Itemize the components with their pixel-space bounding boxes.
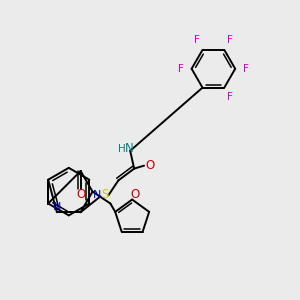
Text: O: O [130,188,140,201]
Text: F: F [243,64,249,74]
Text: S: S [102,188,109,201]
Text: F: F [227,92,233,102]
Text: N: N [53,202,61,212]
Text: N: N [125,142,134,155]
Text: N: N [93,190,102,200]
Text: F: F [194,35,200,45]
Text: F: F [227,35,233,45]
Text: O: O [76,188,85,201]
Text: O: O [146,159,154,172]
Text: H: H [118,144,126,154]
Text: F: F [178,64,184,74]
